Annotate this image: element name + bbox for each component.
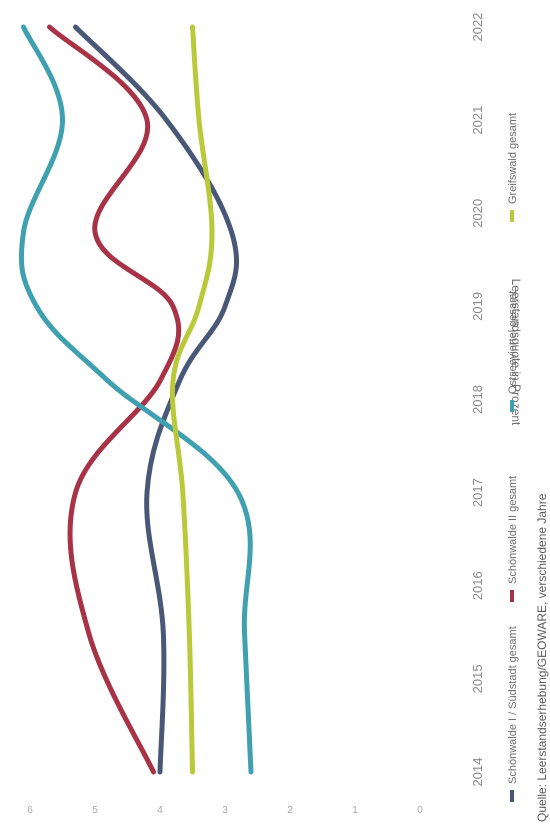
x-tick-label: 2016 (470, 571, 485, 600)
source-note: Quelle: Leerstandserhebung/GEOWARE, vers… (535, 493, 549, 822)
series-line-1 (73, 24, 240, 775)
y-axis-label: Leerstandsquote in Prozent (509, 279, 523, 426)
legend-label: Ostseeviertel gesamt (507, 291, 519, 394)
y-tick-label: 5 (92, 805, 98, 816)
y-tick-label: 4 (157, 805, 163, 816)
x-tick-label: 2014 (470, 758, 485, 787)
x-tick-label: 2020 (470, 199, 485, 228)
legend-label: Greifswald gesamt (507, 113, 519, 204)
series-line-4 (170, 24, 215, 775)
x-tick-label: 2022 (470, 13, 485, 42)
legend-label: Schönwalde I / Südstadt gesamt (507, 626, 519, 784)
series-line-3 (18, 24, 254, 775)
x-tick-label: 2021 (470, 106, 485, 135)
y-tick-label: 1 (352, 805, 358, 816)
x-tick-label: 2018 (470, 385, 485, 414)
y-tick-label: 6 (27, 805, 33, 816)
legend-label: Schönwalde II gesamt (507, 476, 519, 584)
series-line-2 (47, 24, 182, 775)
y-tick-label: 3 (222, 805, 228, 816)
x-tick-label: 2015 (470, 664, 485, 693)
x-tick-label: 2019 (470, 292, 485, 321)
x-tick-label: 2017 (470, 478, 485, 507)
y-tick-label: 0 (417, 805, 423, 816)
y-tick-label: 2 (287, 805, 293, 816)
